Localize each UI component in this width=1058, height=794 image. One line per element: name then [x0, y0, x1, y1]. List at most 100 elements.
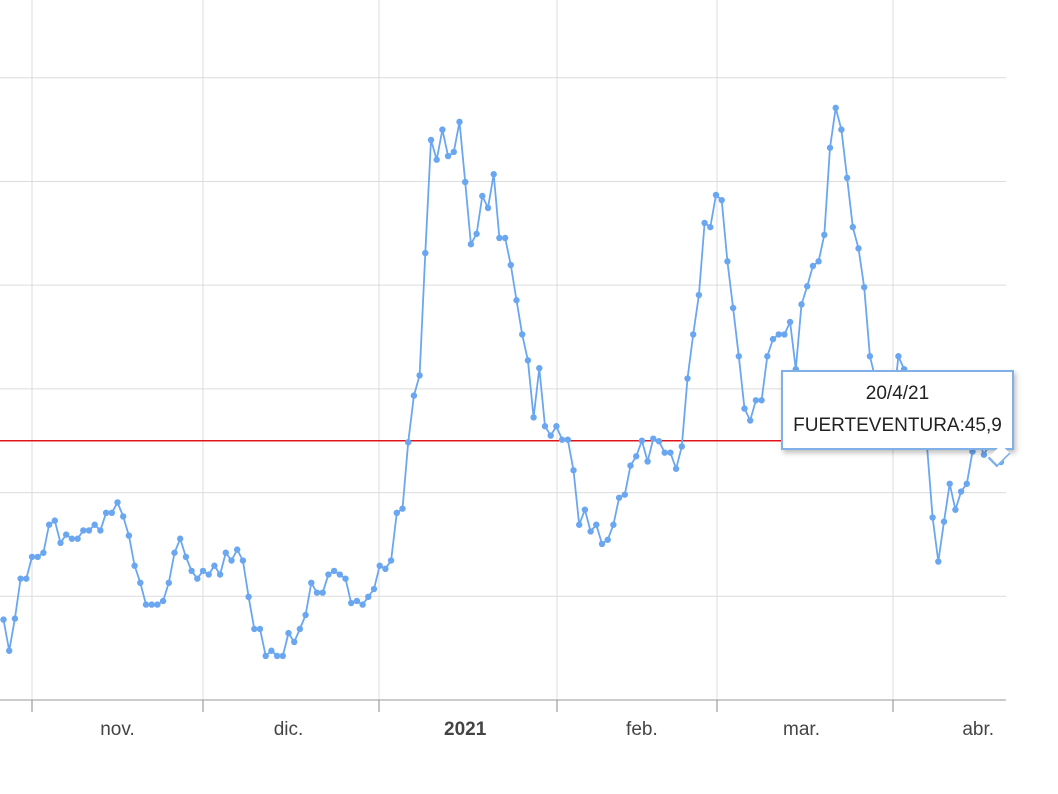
- data-point: [62, 531, 70, 538]
- data-point: [638, 437, 646, 444]
- data-point: [832, 104, 839, 112]
- data-point: [177, 535, 184, 542]
- data-point: [256, 625, 264, 633]
- data-point: [935, 558, 942, 565]
- data-point: [467, 241, 475, 248]
- data-point: [855, 245, 862, 252]
- data-point: [456, 118, 463, 126]
- data-point: [319, 589, 326, 596]
- data-point: [336, 571, 343, 578]
- data-point: [804, 283, 811, 290]
- data-point: [313, 589, 321, 596]
- data-point: [490, 171, 497, 178]
- data-point: [291, 638, 298, 646]
- data-point: [108, 509, 116, 517]
- x-tick-label: nov.: [100, 719, 135, 740]
- x-tick-label: feb.: [626, 719, 658, 740]
- data-point: [399, 505, 406, 512]
- data-point: [427, 136, 435, 144]
- data-point: [444, 152, 452, 160]
- data-point: [849, 223, 856, 231]
- data-point: [222, 549, 229, 556]
- data-point: [405, 439, 412, 446]
- data-point: [80, 527, 87, 534]
- data-point: [530, 414, 537, 421]
- data-point: [211, 562, 218, 569]
- data-point: [68, 535, 76, 542]
- data-point: [752, 397, 760, 404]
- data-point: [843, 174, 851, 182]
- data-point: [205, 571, 212, 578]
- data-point: [581, 506, 589, 513]
- data-point: [764, 353, 771, 360]
- data-point: [359, 601, 366, 608]
- data-point: [376, 562, 383, 569]
- data-point: [302, 611, 309, 619]
- data-point: [644, 458, 651, 465]
- data-point: [154, 601, 161, 608]
- data-point: [102, 509, 110, 517]
- data-point: [188, 567, 195, 575]
- data-point: [695, 291, 703, 299]
- data-point: [524, 357, 532, 364]
- x-tick-label: dic.: [274, 719, 304, 740]
- data-point: [387, 557, 395, 564]
- data-point: [11, 615, 19, 622]
- data-point: [701, 219, 708, 227]
- data-point: [570, 467, 577, 474]
- data-point: [348, 599, 355, 607]
- data-point: [655, 438, 663, 445]
- data-point: [707, 223, 714, 231]
- data-point: [199, 567, 207, 575]
- data-point: [410, 392, 418, 399]
- data-point: [621, 491, 628, 498]
- data-point: [114, 499, 121, 506]
- x-gridlines: [31, 0, 894, 700]
- data-point: [159, 597, 167, 605]
- data-point: [6, 647, 13, 654]
- data-point: [593, 521, 600, 528]
- data-point: [308, 579, 315, 587]
- data-point: [142, 601, 150, 608]
- data-point: [775, 331, 782, 338]
- data-point: [769, 335, 777, 343]
- data-point: [866, 353, 874, 360]
- data-point: [462, 178, 469, 186]
- data-point: [34, 553, 41, 561]
- data-point: [234, 546, 241, 553]
- data-point: [507, 261, 514, 269]
- data-point: [946, 480, 953, 487]
- data-point: [393, 509, 400, 517]
- tooltip-text: FUERTEVENTURA:45,9: [793, 415, 1002, 436]
- x-tick-label: 2021: [444, 719, 487, 740]
- data-point: [353, 597, 361, 605]
- data-point: [51, 517, 58, 524]
- data-point: [0, 616, 7, 623]
- data-point: [245, 593, 252, 601]
- data-point: [484, 204, 492, 212]
- data-point: [661, 449, 668, 456]
- data-point: [627, 462, 634, 469]
- data-point: [821, 231, 828, 239]
- data-point: [615, 494, 623, 501]
- data-point: [23, 575, 30, 582]
- data-point: [650, 435, 657, 442]
- data-point: [536, 364, 543, 372]
- data-point: [496, 234, 503, 242]
- data-point: [513, 297, 520, 304]
- data-point: [251, 625, 258, 633]
- data-point: [541, 423, 549, 430]
- data-point: [28, 553, 36, 561]
- data-point: [74, 535, 81, 542]
- data-point: [587, 528, 594, 535]
- data-point: [501, 234, 509, 242]
- data-point: [370, 585, 378, 593]
- data-point: [365, 593, 372, 601]
- data-point: [980, 451, 988, 458]
- data-point: [182, 553, 190, 561]
- data-point: [216, 571, 224, 578]
- tooltip: 20/4/21 FUERTEVENTURA:45,9: [781, 370, 1014, 468]
- data-point: [558, 436, 566, 443]
- data-point: [564, 436, 571, 443]
- data-point: [85, 527, 93, 534]
